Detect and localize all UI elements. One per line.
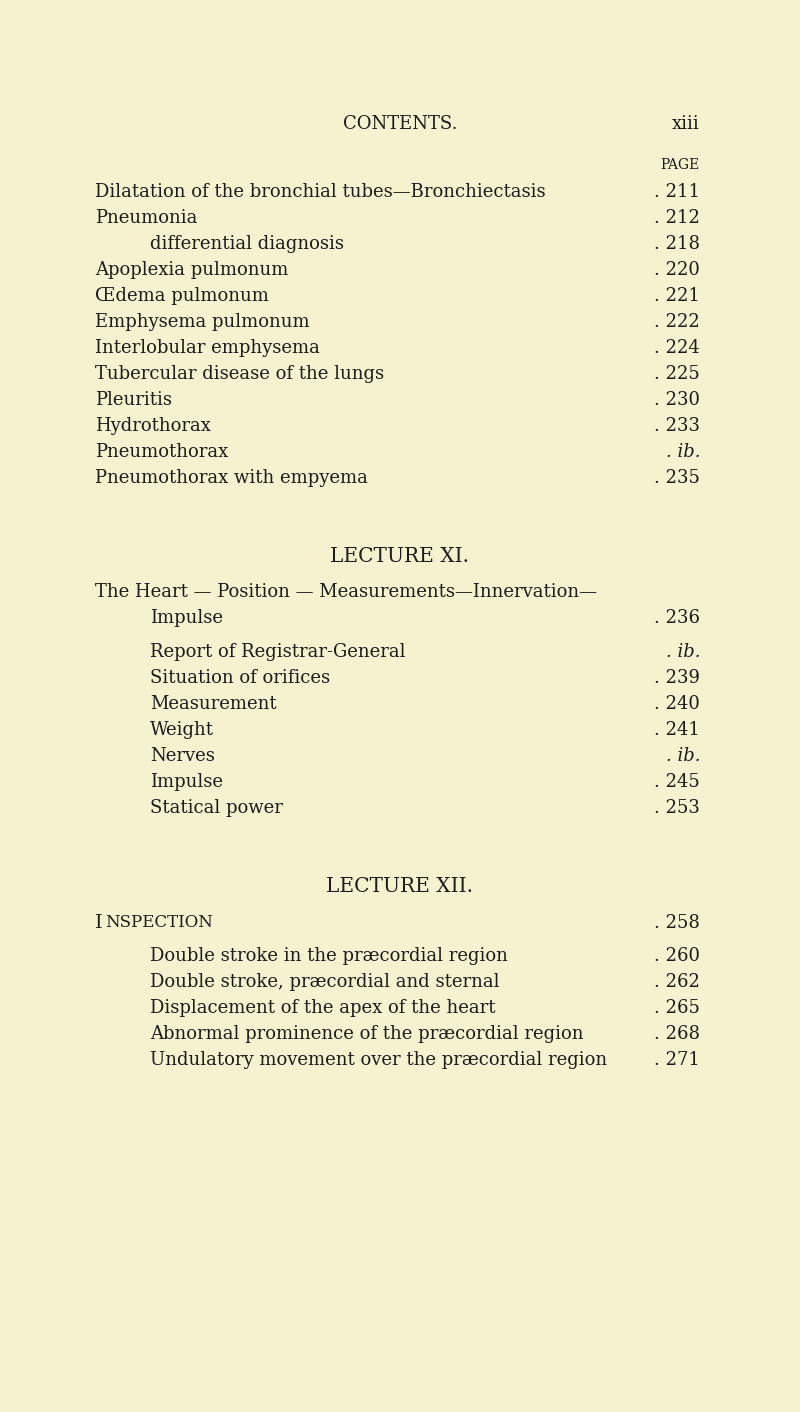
Text: . 271: . 271 [654,1052,700,1069]
Text: CONTENTS.: CONTENTS. [342,114,458,133]
Text: Interlobular emphysema: Interlobular emphysema [95,339,320,357]
Text: Measurement: Measurement [150,695,277,713]
Text: Impulse: Impulse [150,774,223,791]
Text: . 240: . 240 [654,695,700,713]
Text: Dilatation of the bronchial tubes—Bronchiectasis: Dilatation of the bronchial tubes—Bronch… [95,184,546,201]
Text: . 258: . 258 [654,914,700,932]
Text: I: I [95,914,102,932]
Text: Abnormal prominence of the præcordial region: Abnormal prominence of the præcordial re… [150,1025,583,1043]
Text: The Heart — Position — Measurements—Innervation—: The Heart — Position — Measurements—Inne… [95,583,597,602]
Text: xiii: xiii [672,114,700,133]
Text: Weight: Weight [150,722,214,740]
Text: . 233: . 233 [654,417,700,435]
Text: Tubercular disease of the lungs: Tubercular disease of the lungs [95,364,384,383]
Text: Emphysema pulmonum: Emphysema pulmonum [95,313,310,330]
Text: . 221: . 221 [654,287,700,305]
Text: . 236: . 236 [654,610,700,627]
Text: . 222: . 222 [654,313,700,330]
Text: Pleuritis: Pleuritis [95,391,172,409]
Text: . 212: . 212 [654,209,700,227]
Text: . 235: . 235 [654,469,700,487]
Text: . 220: . 220 [654,261,700,280]
Text: . 241: . 241 [654,722,700,740]
Text: NSPECTION: NSPECTION [105,914,213,931]
Text: Report of Registrar-General: Report of Registrar-General [150,644,406,661]
Text: Pneumothorax with empyema: Pneumothorax with empyema [95,469,368,487]
Text: Pneumothorax: Pneumothorax [95,443,228,460]
Text: Double stroke in the præcordial region: Double stroke in the præcordial region [150,947,508,966]
Text: . 253: . 253 [654,799,700,818]
Text: . 260: . 260 [654,947,700,966]
Text: Œdema pulmonum: Œdema pulmonum [95,287,269,305]
Text: PAGE: PAGE [661,158,700,172]
Text: Double stroke, præcordial and sternal: Double stroke, præcordial and sternal [150,973,499,991]
Text: . 239: . 239 [654,669,700,688]
Text: Pneumonia: Pneumonia [95,209,198,227]
Text: . 262: . 262 [654,973,700,991]
Text: LECTURE XII.: LECTURE XII. [326,877,474,897]
Text: . 268: . 268 [654,1025,700,1043]
Text: . ib.: . ib. [666,644,700,661]
Text: Nerves: Nerves [150,747,215,765]
Text: . 230: . 230 [654,391,700,409]
Text: . 265: . 265 [654,1000,700,1018]
Text: Situation of orifices: Situation of orifices [150,669,330,688]
Text: Statical power: Statical power [150,799,283,818]
Text: Displacement of the apex of the heart: Displacement of the apex of the heart [150,1000,495,1018]
Text: Apoplexia pulmonum: Apoplexia pulmonum [95,261,288,280]
Text: . 211: . 211 [654,184,700,201]
Text: . 225: . 225 [654,364,700,383]
Text: . 218: . 218 [654,234,700,253]
Text: . ib.: . ib. [666,747,700,765]
Text: Hydrothorax: Hydrothorax [95,417,211,435]
Text: differential diagnosis: differential diagnosis [150,234,344,253]
Text: LECTURE XI.: LECTURE XI. [330,546,470,566]
Text: . 245: . 245 [654,774,700,791]
Text: Undulatory movement over the præcordial region: Undulatory movement over the præcordial … [150,1052,607,1069]
Text: . 224: . 224 [654,339,700,357]
Text: Impulse: Impulse [150,610,223,627]
Text: . ib.: . ib. [666,443,700,460]
